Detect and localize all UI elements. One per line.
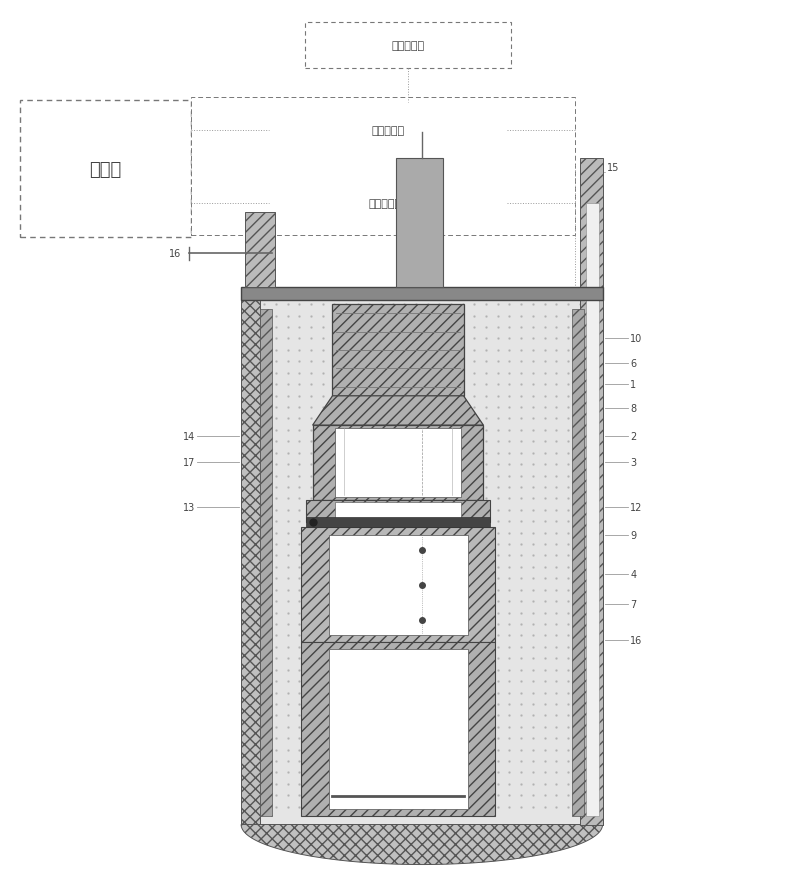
Text: 激发发生器: 激发发生器 — [371, 126, 405, 136]
Text: 8: 8 — [630, 404, 637, 414]
Text: 12: 12 — [630, 502, 642, 512]
FancyBboxPatch shape — [269, 103, 507, 158]
Polygon shape — [313, 396, 483, 426]
FancyBboxPatch shape — [260, 309, 272, 815]
FancyBboxPatch shape — [571, 309, 583, 815]
FancyBboxPatch shape — [313, 426, 483, 501]
FancyBboxPatch shape — [20, 100, 191, 238]
Text: 17: 17 — [182, 457, 195, 467]
FancyBboxPatch shape — [305, 23, 511, 70]
FancyBboxPatch shape — [306, 518, 490, 527]
FancyBboxPatch shape — [333, 305, 463, 396]
FancyBboxPatch shape — [241, 288, 602, 300]
Text: 1: 1 — [630, 380, 637, 390]
Text: 16: 16 — [630, 636, 642, 645]
Text: 13: 13 — [182, 502, 195, 512]
FancyBboxPatch shape — [301, 643, 495, 815]
FancyBboxPatch shape — [329, 535, 467, 636]
FancyBboxPatch shape — [579, 159, 602, 824]
FancyBboxPatch shape — [269, 176, 507, 232]
FancyBboxPatch shape — [397, 159, 442, 288]
Text: 2: 2 — [630, 431, 637, 442]
Text: 控制器: 控制器 — [90, 160, 122, 178]
Text: 雾化保护器: 雾化保护器 — [391, 41, 425, 51]
FancyBboxPatch shape — [260, 300, 583, 824]
FancyBboxPatch shape — [191, 97, 574, 235]
Text: 16: 16 — [170, 249, 182, 259]
FancyBboxPatch shape — [245, 213, 275, 288]
Text: 3: 3 — [630, 457, 637, 467]
FancyBboxPatch shape — [241, 300, 260, 824]
FancyBboxPatch shape — [329, 650, 467, 808]
Text: 4: 4 — [630, 569, 637, 579]
Text: 14: 14 — [182, 431, 195, 442]
FancyBboxPatch shape — [306, 501, 490, 522]
Text: 9: 9 — [630, 531, 637, 541]
Text: 10: 10 — [630, 333, 642, 343]
Polygon shape — [241, 824, 602, 864]
Text: 15: 15 — [606, 163, 619, 173]
FancyBboxPatch shape — [583, 300, 602, 824]
Text: 7: 7 — [630, 599, 637, 609]
FancyBboxPatch shape — [335, 428, 461, 498]
Text: 6: 6 — [630, 358, 637, 368]
FancyBboxPatch shape — [586, 204, 598, 815]
FancyBboxPatch shape — [301, 527, 495, 643]
Text: 超声波发生器: 超声波发生器 — [368, 198, 408, 208]
FancyBboxPatch shape — [335, 502, 461, 520]
